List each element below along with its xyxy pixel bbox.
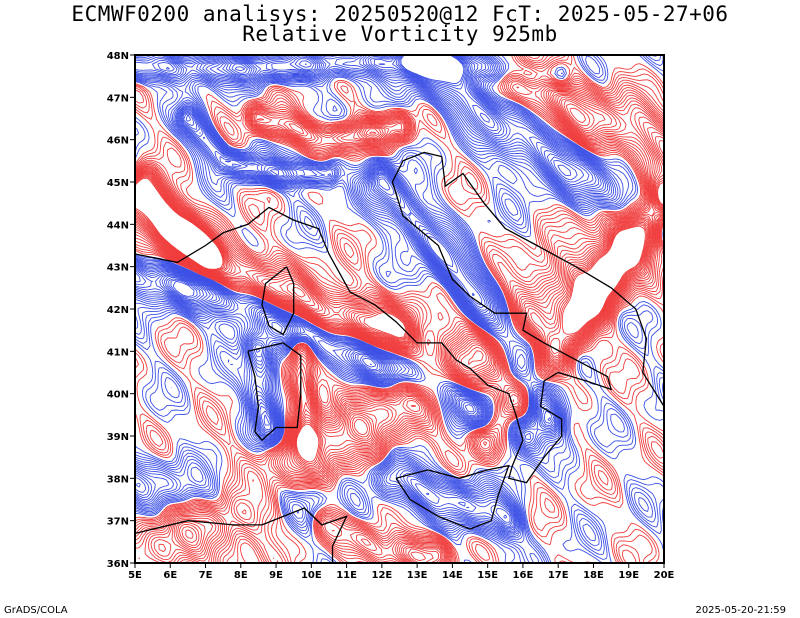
negative-vorticity-contour [135,55,600,529]
negative-vorticity-contour [135,55,664,563]
lat-tick-label: 38N [107,474,129,485]
negative-vorticity-contour [135,55,649,563]
lon-tick-label: 14E [442,570,463,581]
vorticity-contours [135,55,664,563]
france-coastline [135,232,224,264]
coastlines [135,151,664,563]
chart-title: ECMWF0200 analisys: 20250520@12 FcT: 202… [71,2,729,26]
corsica-coastline [261,266,295,336]
positive-vorticity-contour [135,55,664,563]
negative-vorticity-contour [135,55,613,536]
negative-vorticity-contour [135,55,602,530]
positive-vorticity-contour [135,55,664,563]
lat-tick-label: 36N [107,559,129,570]
positive-vorticity-contour [135,90,664,563]
lon-tick-label: 12E [371,570,392,581]
positive-vorticity-contour [135,93,664,563]
balkan-coastline [441,156,664,407]
negative-vorticity-contour [135,55,664,563]
positive-vorticity-contour [135,55,664,563]
positive-vorticity-contour [135,55,664,563]
lat-tick-label: 48N [107,51,129,62]
positive-vorticity-contour [135,107,664,463]
lat-tick-label: 47N [107,93,129,104]
negative-vorticity-contour [135,55,615,538]
negative-vorticity-contour [135,55,606,533]
italy-coastline [222,151,613,484]
lat-tick-label: 41N [107,347,129,358]
chart-subtitle: Relative Vorticity 925mb [242,22,558,46]
negative-vorticity-contour [135,55,597,527]
lat-tick-label: 40N [107,390,129,401]
negative-vorticity-contour [135,55,605,531]
lon-tick-label: 10E [301,570,322,581]
negative-vorticity-contour [165,55,590,523]
lon-tick-label: 6E [163,570,177,581]
lon-tick-label: 8E [234,570,248,581]
lon-tick-label: 19E [618,570,639,581]
positive-vorticity-contour [135,55,664,563]
tunisia-coastline [261,507,348,563]
lat-tick-label: 37N [107,517,129,528]
lon-tick-label: 20E [654,570,675,581]
lon-tick-label: 15E [477,570,498,581]
positive-vorticity-contour [135,95,664,563]
positive-vorticity-contour [135,91,664,563]
positive-vorticity-contour [135,55,664,563]
positive-vorticity-contour [135,55,664,563]
negative-vorticity-contour [135,55,619,541]
lon-tick-label: 5E [128,570,142,581]
negative-vorticity-contour [135,55,611,535]
lat-tick-label: 44N [107,220,129,231]
negative-vorticity-contour [170,55,578,421]
lon-tick-label: 9E [269,570,283,581]
negative-vorticity-contour [135,55,664,563]
lat-tick-label: 45N [107,178,129,189]
positive-vorticity-contour [135,103,664,465]
negative-vorticity-contour [135,55,617,539]
lon-tick-label: 13E [407,570,428,581]
lon-tick-label: 16E [513,570,534,581]
footer-credit: GrADS/COLA [4,605,68,616]
positive-vorticity-contour [135,92,664,563]
lon-tick-label: 18E [583,570,604,581]
footer-timestamp: 2025-05-20-21:59 [695,605,786,616]
sicily-coastline [395,464,510,530]
negative-vorticity-contour [172,55,572,297]
sardinia-coastline [247,342,302,442]
lon-tick-label: 7E [199,570,213,581]
negative-vorticity-contour [135,55,664,563]
lat-tick-label: 43N [107,263,129,274]
axis-ticks: 5E 6E 7E 8E 9E 10E 11E 12E 13E 14E 15E 16E 17E 18E 19E… [107,51,675,581]
negative-vorticity-contour [135,55,664,563]
negative-vorticity-contour [135,55,609,534]
positive-vorticity-contour [135,96,664,563]
lon-tick-label: 17E [548,570,569,581]
lon-tick-label: 11E [336,570,357,581]
lat-tick-label: 42N [107,305,129,316]
lat-tick-label: 39N [107,432,129,443]
positive-vorticity-contour [135,87,664,563]
algeria-coastline [135,520,262,535]
lat-tick-label: 46N [107,136,129,147]
